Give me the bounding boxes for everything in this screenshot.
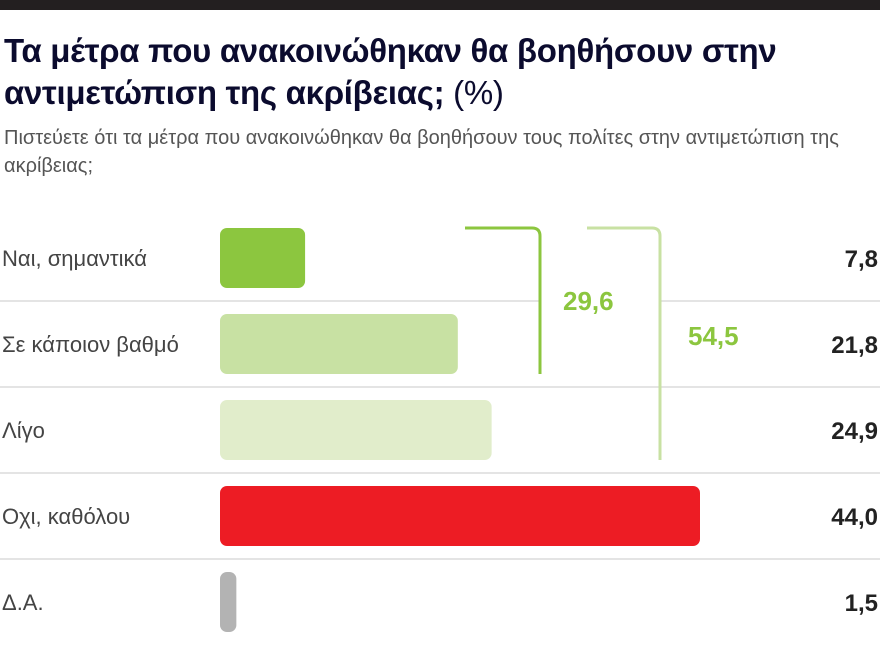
title-text: Τα μέτρα που ανακοινώθηκαν θα βοηθήσουν …: [4, 32, 777, 111]
bar: [220, 314, 458, 374]
category-label: Λίγο: [2, 418, 45, 443]
bracket-line: [587, 226, 662, 460]
chart-title: Τα μέτρα που ανακοινώθηκαν θα βοηθήσουν …: [4, 30, 874, 114]
category-label: Δ.Α.: [2, 590, 44, 615]
bar: [220, 486, 700, 546]
value-label: 44,0: [831, 504, 878, 531]
bracket-total-label: 54,5: [688, 321, 739, 351]
bar: [220, 228, 306, 288]
value-label: 7,8: [845, 246, 878, 273]
value-label: 24,9: [831, 418, 878, 445]
value-label: 21,8: [831, 332, 878, 359]
value-label: 1,5: [845, 590, 878, 617]
title-unit: (%): [453, 74, 504, 111]
bar: [220, 572, 237, 632]
chart-subtitle: Πιστεύετε ότι τα μέτρα που ανακοινώθηκαν…: [4, 127, 839, 177]
category-label: Ναι, σημαντικά: [2, 246, 147, 271]
category-label: Σε κάποιον βαθμό: [2, 332, 179, 357]
bracket-line: [465, 226, 542, 374]
bracket-total-label: 29,6: [563, 286, 614, 316]
top-bar: [0, 0, 880, 10]
category-label: Οχι, καθόλου: [2, 504, 130, 529]
bar: [220, 400, 492, 460]
